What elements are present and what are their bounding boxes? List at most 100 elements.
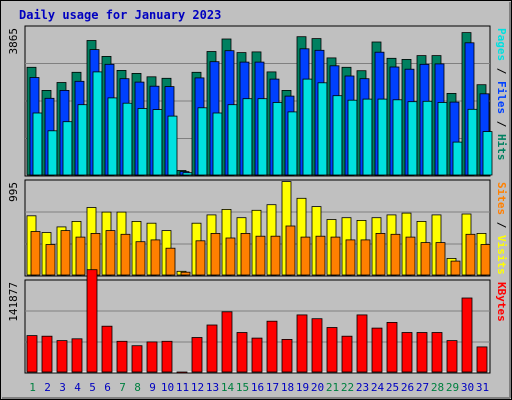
bar-kbytes-kbytes-day-5	[86, 269, 98, 373]
bar-visits-sites-day-27	[420, 242, 431, 276]
bar-visits-sites-day-5	[90, 232, 101, 276]
bar-hits-pages-day-3	[62, 121, 73, 176]
bar-kbytes-kbytes-day-6	[101, 325, 113, 373]
bar-hits-pages-day-6	[107, 97, 118, 176]
bar-hits-pages-day-1	[32, 112, 43, 176]
x-tick-day-8: 8	[134, 381, 141, 394]
bar-hits-pages-day-4	[77, 104, 88, 176]
bar-kbytes-kbytes-day-24	[371, 327, 383, 373]
bar-visits-sites-day-30	[465, 233, 476, 276]
bar-hits-pages-day-16	[257, 98, 268, 176]
bar-hits-pages-day-26	[407, 101, 418, 176]
bar-hits-pages-day-29	[452, 141, 463, 176]
bar-hits-pages-day-17	[272, 102, 283, 176]
bar-kbytes-kbytes-day-31	[476, 346, 488, 373]
x-tick-day-1: 1	[29, 381, 36, 394]
x-tick-day-30: 30	[461, 381, 474, 394]
bar-hits-pages-day-14	[227, 104, 238, 176]
bar-visits-sites-day-29	[450, 260, 461, 276]
bar-visits-sites-day-13	[210, 232, 221, 276]
legend-visits: Sites / Visits	[495, 182, 508, 275]
bar-visits-sites-day-25	[390, 233, 401, 276]
bar-hits-pages-day-23	[362, 98, 373, 176]
bar-visits-sites-day-6	[105, 230, 116, 276]
x-tick-day-18: 18	[281, 381, 294, 394]
bar-kbytes-kbytes-day-29	[446, 340, 458, 373]
bar-hits-pages-day-12	[197, 107, 208, 176]
bar-kbytes-kbytes-day-12	[191, 337, 203, 373]
bar-hits-pages-day-10	[167, 115, 178, 176]
bar-kbytes-kbytes-day-8	[131, 345, 143, 373]
bar-hits-pages-day-5	[92, 71, 103, 176]
bar-visits-sites-day-24	[375, 232, 386, 276]
bar-hits-pages-day-22	[347, 99, 358, 176]
legend-visits-part-0: Sites	[495, 182, 508, 215]
legend-visits-part-2: Visits	[495, 235, 508, 275]
x-tick-day-14: 14	[221, 381, 235, 394]
ymax-label-kbytes: 141877	[7, 282, 20, 322]
bar-kbytes-kbytes-day-18	[281, 338, 293, 373]
legend-hits-part-0: Pages	[495, 28, 508, 61]
legend-kbytes-part-0: KBytes	[495, 282, 508, 322]
bar-kbytes-kbytes-day-11	[176, 371, 188, 374]
bar-visits-sites-day-31	[480, 244, 491, 276]
bar-visits-sites-day-15	[240, 232, 251, 276]
bar-visits-sites-day-2	[45, 244, 56, 276]
x-tick-day-28: 28	[431, 381, 444, 394]
bar-hits-pages-day-19	[302, 78, 313, 176]
bar-kbytes-kbytes-day-14	[221, 311, 233, 373]
bar-kbytes-kbytes-day-1	[26, 335, 38, 373]
bar-kbytes-kbytes-day-9	[146, 341, 158, 373]
bar-hits-pages-day-31	[482, 131, 493, 176]
x-tick-day-22: 22	[341, 381, 354, 394]
bar-visits-sites-day-14	[225, 237, 236, 276]
bar-kbytes-kbytes-day-26	[401, 332, 413, 373]
bar-visits-sites-day-16	[255, 235, 266, 276]
x-tick-day-7: 7	[119, 381, 126, 394]
x-tick-day-2: 2	[44, 381, 51, 394]
bar-hits-pages-day-11	[182, 172, 193, 176]
chart-title: Daily usage for January 2023	[19, 8, 221, 22]
bar-kbytes-kbytes-day-20	[311, 318, 323, 373]
bar-visits-sites-day-21	[330, 236, 341, 276]
bar-visits-sites-day-4	[75, 236, 86, 276]
bar-visits-sites-day-22	[345, 239, 356, 276]
bar-kbytes-kbytes-day-19	[296, 314, 308, 373]
bar-kbytes-kbytes-day-3	[56, 340, 68, 373]
x-tick-day-6: 6	[104, 381, 111, 394]
bar-visits-sites-day-17	[270, 235, 281, 276]
bar-visits-sites-day-7	[120, 233, 131, 276]
bar-visits-sites-day-3	[60, 230, 71, 276]
x-tick-day-12: 12	[191, 381, 204, 394]
bar-kbytes-kbytes-day-10	[161, 340, 173, 373]
legend-kbytes: KBytes	[495, 282, 508, 322]
x-tick-day-29: 29	[446, 381, 459, 394]
x-tick-day-15: 15	[236, 381, 249, 394]
bar-visits-sites-day-23	[360, 239, 371, 276]
bar-hits-pages-day-27	[422, 100, 433, 176]
bar-hits-pages-day-20	[317, 82, 328, 176]
bar-hits-pages-day-18	[287, 111, 298, 176]
bar-kbytes-kbytes-day-22	[341, 335, 353, 373]
x-tick-day-27: 27	[416, 381, 429, 394]
bar-visits-sites-day-18	[285, 225, 296, 276]
bar-kbytes-kbytes-day-17	[266, 320, 278, 373]
bar-visits-sites-day-19	[300, 236, 311, 276]
bar-visits-sites-day-10	[165, 247, 176, 276]
x-tick-day-16: 16	[251, 381, 264, 394]
bar-visits-sites-day-26	[405, 236, 416, 276]
ymax-label-hits: 3865	[7, 28, 20, 55]
x-tick-day-9: 9	[149, 381, 156, 394]
legend-hits-part-1: /	[495, 61, 508, 81]
x-tick-day-3: 3	[59, 381, 66, 394]
bar-hits-pages-day-15	[242, 98, 253, 176]
bar-hits-pages-day-21	[332, 95, 343, 176]
x-tick-day-13: 13	[206, 381, 219, 394]
legend-hits-part-3: /	[495, 114, 508, 134]
bar-kbytes-kbytes-day-7	[116, 340, 128, 373]
bar-hits-pages-day-24	[377, 98, 388, 176]
bar-visits-sites-day-9	[150, 239, 161, 276]
bar-visits-sites-day-20	[315, 235, 326, 276]
